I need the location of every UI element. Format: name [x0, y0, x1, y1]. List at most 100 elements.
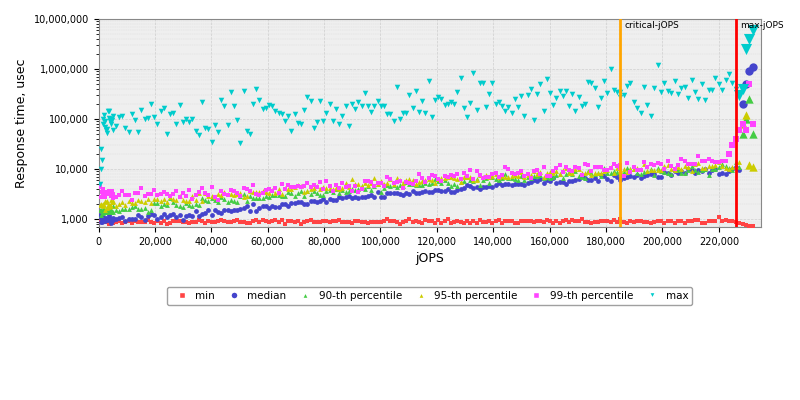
Point — [692, 160, 705, 166]
Point — [349, 194, 362, 200]
Point — [94, 184, 106, 190]
Point — [624, 173, 637, 180]
Point — [193, 217, 206, 224]
Point — [712, 171, 725, 177]
Point — [307, 219, 320, 225]
Point — [326, 189, 339, 196]
Point — [96, 218, 109, 225]
Point — [202, 218, 214, 224]
Point — [170, 214, 183, 220]
Point — [624, 80, 637, 86]
Point — [543, 173, 556, 180]
Point — [429, 219, 442, 226]
Point — [148, 114, 161, 120]
Point — [451, 182, 464, 189]
Point — [746, 121, 759, 127]
Point — [716, 158, 729, 165]
Point — [675, 218, 688, 225]
Point — [515, 93, 528, 100]
Point — [183, 186, 196, 193]
Point — [702, 170, 715, 176]
Point — [298, 189, 310, 196]
Point — [416, 175, 429, 181]
Point — [211, 196, 224, 203]
Point — [461, 182, 474, 189]
Point — [95, 217, 108, 223]
Point — [291, 183, 304, 190]
Point — [190, 201, 202, 207]
Point — [746, 64, 759, 70]
Point — [733, 166, 746, 173]
Point — [301, 180, 314, 186]
Point — [310, 219, 323, 226]
Point — [506, 175, 518, 181]
Point — [339, 194, 352, 200]
Point — [610, 219, 623, 225]
Point — [566, 171, 578, 178]
Point — [582, 79, 594, 85]
Point — [512, 104, 525, 110]
Point — [685, 77, 698, 83]
Point — [518, 176, 531, 183]
Point — [739, 81, 752, 87]
Point — [106, 199, 119, 205]
Point — [572, 173, 585, 180]
Point — [240, 192, 253, 199]
Point — [709, 166, 722, 172]
Point — [644, 166, 657, 172]
Point — [662, 162, 674, 168]
Point — [400, 179, 413, 185]
Point — [698, 164, 711, 171]
Point — [378, 183, 390, 190]
Point — [493, 99, 506, 105]
Point — [706, 218, 718, 224]
Point — [95, 189, 108, 195]
Point — [190, 219, 202, 225]
Point — [154, 203, 167, 210]
Point — [733, 92, 746, 98]
Point — [654, 168, 667, 174]
Point — [496, 174, 509, 181]
Point — [419, 177, 432, 184]
Point — [96, 190, 109, 196]
Point — [695, 81, 708, 88]
Point — [675, 166, 688, 172]
Point — [218, 191, 230, 197]
Point — [722, 217, 735, 224]
Point — [569, 108, 582, 114]
Point — [685, 218, 698, 224]
Point — [250, 189, 262, 196]
Point — [512, 177, 525, 183]
Point — [470, 176, 483, 183]
Point — [387, 180, 400, 187]
Point — [174, 203, 186, 209]
Point — [575, 173, 588, 180]
Point — [582, 177, 594, 183]
Point — [509, 170, 522, 177]
Point — [572, 166, 585, 172]
Legend: min, median, 90-th percentile, 95-th percentile, 99-th percentile, max: min, median, 90-th percentile, 95-th per… — [167, 287, 693, 305]
Point — [403, 92, 416, 98]
Point — [530, 173, 543, 180]
Point — [378, 194, 390, 200]
Point — [422, 78, 435, 84]
Point — [234, 190, 246, 196]
Point — [230, 217, 243, 224]
Point — [224, 219, 237, 225]
Point — [106, 219, 118, 226]
Point — [617, 174, 630, 181]
Point — [177, 204, 190, 210]
Point — [726, 80, 738, 86]
Point — [333, 194, 346, 201]
Point — [122, 128, 135, 135]
Point — [174, 193, 186, 199]
Point — [486, 174, 499, 180]
Point — [665, 162, 678, 169]
Point — [227, 207, 240, 213]
Point — [256, 189, 269, 196]
Point — [180, 198, 193, 204]
Point — [138, 219, 151, 225]
Point — [397, 182, 410, 189]
Point — [307, 125, 320, 132]
Point — [105, 116, 118, 122]
